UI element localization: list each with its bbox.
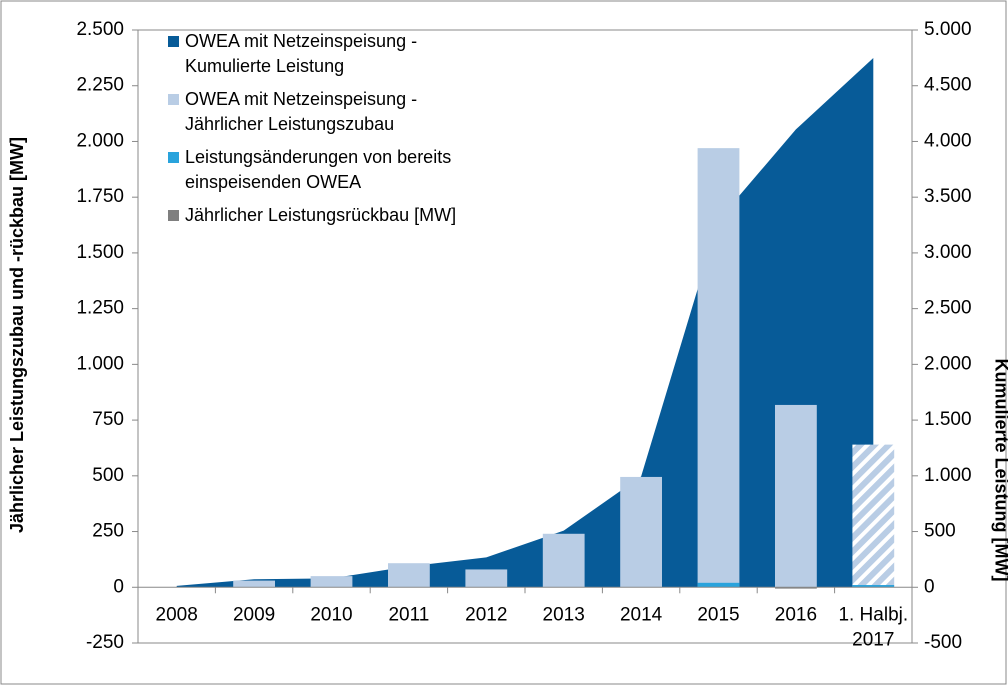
bar	[388, 563, 430, 588]
legend-swatch	[168, 152, 179, 163]
y2-tick-label: 4.000	[924, 130, 972, 151]
y-tick-label: 1.250	[76, 298, 124, 319]
legend-label: OWEA mit Netzeinspeisung -Jährlicher Lei…	[185, 89, 417, 134]
y2-tick-label: 4.500	[924, 75, 972, 96]
y2-axis-label: Kumulierte Leistung [MW]	[991, 359, 1008, 582]
plot-frame	[137, 29, 913, 644]
legend-label: Jährlicher Leistungsrückbau [MW]	[185, 205, 456, 225]
bar	[697, 582, 740, 588]
x-tick-label: 1. Halbj. 2017	[838, 604, 908, 650]
y2-tick-label: 2.000	[924, 353, 972, 374]
legend-swatch	[168, 94, 179, 105]
y-tick-label: 750	[92, 409, 124, 430]
bar	[620, 476, 662, 588]
y-tick-label: 1.500	[76, 242, 124, 263]
legend-swatch	[168, 36, 179, 47]
bar	[310, 576, 353, 588]
area	[176, 57, 874, 588]
y-tick-label: 2.500	[76, 19, 124, 40]
y2-tick-label: 0	[924, 576, 935, 597]
legend-label: Leistungsänderungen von bereits einspeise…	[185, 147, 451, 192]
x-tick-label: 2015	[697, 604, 739, 625]
x-tick-label: 2009	[233, 604, 275, 625]
bar	[542, 533, 585, 588]
y-tick-label: 2.250	[76, 75, 124, 96]
y-tick-label: 1.750	[76, 186, 124, 207]
y-tick-label: 0	[113, 576, 124, 597]
y2-tick-label: 3.000	[924, 242, 972, 263]
y2-tick-label: 5.000	[924, 19, 972, 40]
y2-tick-label: 1.000	[924, 465, 972, 486]
bar	[233, 580, 275, 588]
x-tick-label: 2013	[543, 604, 585, 625]
y2-tick-label: 3.500	[924, 186, 972, 207]
x-tick-label: 2014	[620, 604, 663, 625]
bar	[775, 587, 817, 589]
y2-tick-label: 2.500	[924, 298, 972, 319]
legend-label: OWEA mit Netzeinspeisung -Kumulierte Lei…	[185, 31, 417, 76]
y2-tick-label: -500	[924, 632, 962, 653]
x-tick-label: 2008	[156, 604, 198, 625]
y-tick-label: 500	[92, 465, 124, 486]
y2-tick-label: 500	[924, 521, 956, 542]
y-axis-label: Jährlicher Leistungszubau und -rückbau […	[7, 137, 27, 533]
bar	[697, 148, 740, 588]
y-tick-label: 1.000	[76, 353, 124, 374]
y-tick-label: 2.000	[76, 130, 124, 151]
bar	[465, 569, 508, 588]
x-tick-label: 2012	[465, 604, 507, 625]
bar	[852, 585, 895, 588]
x-tick-label: 2016	[775, 604, 817, 625]
legend-swatch	[168, 210, 179, 221]
y-tick-label: 250	[92, 521, 124, 542]
bar	[852, 444, 895, 588]
y-tick-label: -250	[86, 632, 124, 653]
bar	[775, 404, 817, 588]
x-tick-label: 2011	[388, 604, 429, 625]
x-tick-label: 2010	[310, 604, 352, 625]
y2-tick-label: 1.500	[924, 409, 972, 430]
